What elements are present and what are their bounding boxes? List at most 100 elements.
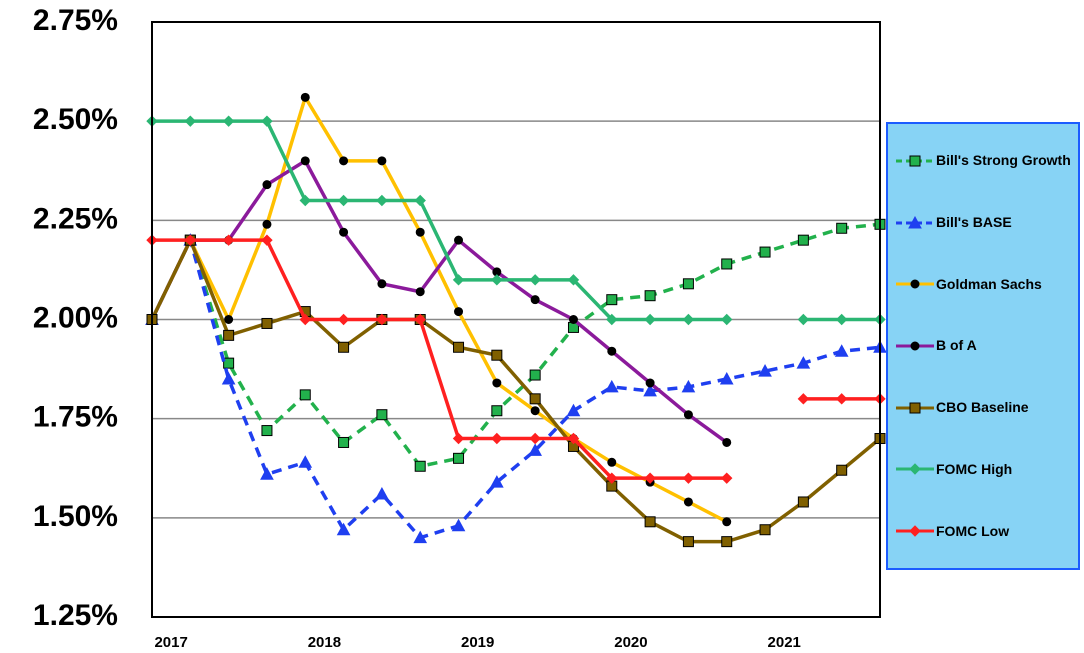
legend-item: Bill's Strong Growth	[888, 152, 1078, 169]
marker	[376, 194, 388, 207]
legend-label: Bill's BASE	[936, 214, 1012, 231]
marker	[337, 313, 350, 326]
marker	[491, 349, 503, 361]
marker	[607, 457, 617, 467]
marker	[414, 194, 426, 207]
legend-item: CBO Baseline	[888, 399, 1078, 416]
marker	[758, 364, 772, 377]
marker	[184, 115, 197, 127]
marker	[909, 402, 921, 414]
marker	[223, 329, 235, 341]
marker	[529, 369, 541, 381]
marker	[644, 313, 656, 326]
marker	[222, 234, 235, 246]
marker	[722, 517, 732, 527]
marker	[566, 403, 581, 417]
series-line	[150, 95, 728, 524]
legend-swatch	[896, 402, 934, 414]
marker	[759, 524, 771, 536]
legend-item: Goldman Sachs	[888, 276, 1078, 293]
marker	[339, 227, 349, 237]
series-line	[152, 238, 880, 480]
marker	[415, 287, 425, 297]
marker	[567, 274, 580, 286]
marker	[491, 405, 503, 417]
marker	[222, 115, 235, 127]
y-tick-label: 1.75%	[33, 401, 118, 434]
x-tick-label: 2021	[768, 634, 801, 651]
y-tick-label: 2.00%	[33, 301, 118, 334]
series-line	[150, 159, 728, 444]
y-tick-label: 2.50%	[33, 103, 118, 136]
series-line	[150, 238, 882, 544]
marker	[644, 472, 656, 484]
marker	[299, 313, 311, 326]
marker	[721, 258, 733, 270]
marker	[909, 463, 921, 476]
plot-frame	[151, 21, 881, 618]
marker	[300, 92, 310, 102]
marker	[759, 246, 771, 258]
marker	[606, 472, 618, 484]
marker	[529, 274, 541, 286]
marker	[376, 409, 388, 421]
marker	[260, 467, 274, 480]
marker	[223, 357, 235, 369]
marker	[298, 455, 313, 468]
marker	[682, 536, 694, 548]
legend-item: Bill's BASE	[888, 214, 1078, 231]
x-tick-label: 2017	[154, 634, 187, 651]
marker	[529, 393, 541, 405]
marker	[797, 496, 809, 508]
marker	[644, 290, 656, 302]
marker	[681, 379, 696, 393]
marker	[261, 115, 273, 127]
marker	[797, 313, 810, 326]
marker	[797, 393, 810, 405]
marker	[719, 371, 734, 385]
legend-item: FOMC High	[888, 461, 1078, 478]
legend-item: FOMC Low	[888, 523, 1078, 540]
marker	[414, 313, 426, 326]
marker	[261, 317, 273, 329]
legend-label: FOMC Low	[936, 522, 1010, 539]
marker	[489, 475, 504, 488]
marker	[453, 452, 465, 464]
marker	[909, 525, 921, 537]
legend-swatch	[896, 155, 934, 167]
legend-label: B of A	[936, 337, 977, 354]
marker	[604, 379, 619, 393]
x-tick-label: 2018	[308, 634, 341, 651]
marker	[377, 156, 387, 166]
marker	[683, 410, 693, 420]
y-tick-label: 2.25%	[33, 202, 118, 235]
marker	[339, 156, 349, 166]
marker	[721, 472, 733, 484]
marker	[797, 234, 809, 246]
marker	[221, 371, 236, 385]
legend-swatch	[896, 279, 934, 289]
marker	[909, 155, 921, 167]
marker	[299, 194, 311, 207]
marker	[908, 215, 922, 229]
marker	[337, 194, 350, 207]
marker	[184, 234, 197, 246]
marker	[910, 279, 920, 289]
marker	[491, 432, 503, 445]
marker	[452, 274, 465, 286]
marker	[336, 522, 351, 536]
marker	[645, 378, 655, 388]
legend-swatch	[896, 215, 934, 229]
marker	[910, 341, 920, 351]
marker	[299, 389, 311, 401]
marker	[682, 472, 695, 484]
marker	[377, 279, 387, 289]
marker	[529, 432, 541, 445]
marker	[644, 516, 656, 528]
marker	[338, 436, 350, 448]
marker	[682, 313, 695, 326]
marker	[261, 425, 273, 437]
legend-label: Goldman Sachs	[936, 275, 1042, 292]
legend-label: Bill's Strong Growth	[936, 152, 1071, 169]
